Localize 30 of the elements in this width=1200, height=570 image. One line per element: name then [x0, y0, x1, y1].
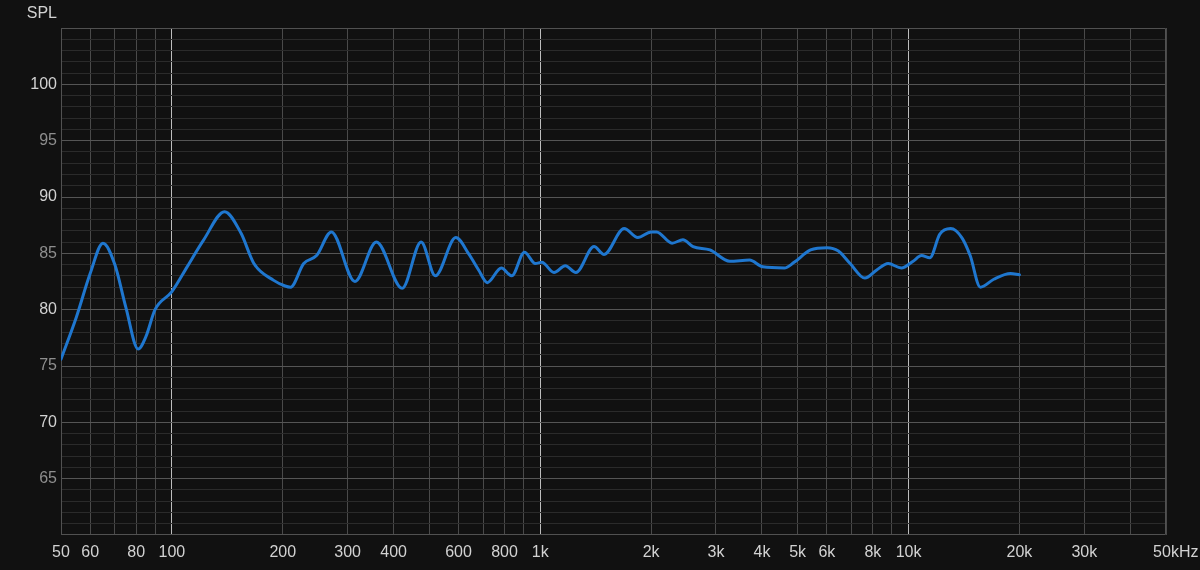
- y-tick-label: 85: [39, 243, 58, 261]
- y-tick-label: 100: [30, 74, 58, 92]
- y-tick-label: 70: [39, 412, 58, 430]
- x-tick-label: 1k: [531, 543, 550, 561]
- x-tick-label: 50k: [1153, 543, 1180, 561]
- y-tick-label: 75: [39, 356, 58, 374]
- x-tick-label: 5k: [789, 543, 808, 561]
- x-tick-label: 8k: [864, 543, 883, 561]
- x-tick-label: 200: [269, 543, 297, 561]
- x-tick-label: 800: [491, 543, 518, 561]
- x-tick-label: 50: [52, 543, 70, 561]
- x-tick-label: 20k: [1006, 543, 1034, 561]
- x-tick-label: 400: [380, 543, 408, 561]
- x-tick-label: 30k: [1071, 543, 1099, 561]
- x-tick-label: 80: [127, 543, 146, 561]
- y-axis-title: SPL: [26, 4, 58, 22]
- x-tick-label: 3k: [707, 543, 726, 561]
- x-tick-label: 100: [158, 543, 186, 561]
- y-tick-label: 65: [39, 469, 58, 487]
- x-axis-title: Hz: [1178, 543, 1199, 561]
- y-tick-label: 80: [39, 300, 58, 318]
- x-tick-label: 10k: [895, 543, 923, 561]
- x-tick-label: 6k: [818, 543, 837, 561]
- y-tick-label: 95: [39, 131, 58, 149]
- x-tick-label: 300: [334, 543, 362, 561]
- x-tick-label: 60: [81, 543, 100, 561]
- x-tick-label: 2k: [642, 543, 661, 561]
- y-tick-label: 90: [39, 187, 58, 205]
- x-tick-label: 4k: [753, 543, 772, 561]
- x-tick-label: 600: [445, 543, 472, 561]
